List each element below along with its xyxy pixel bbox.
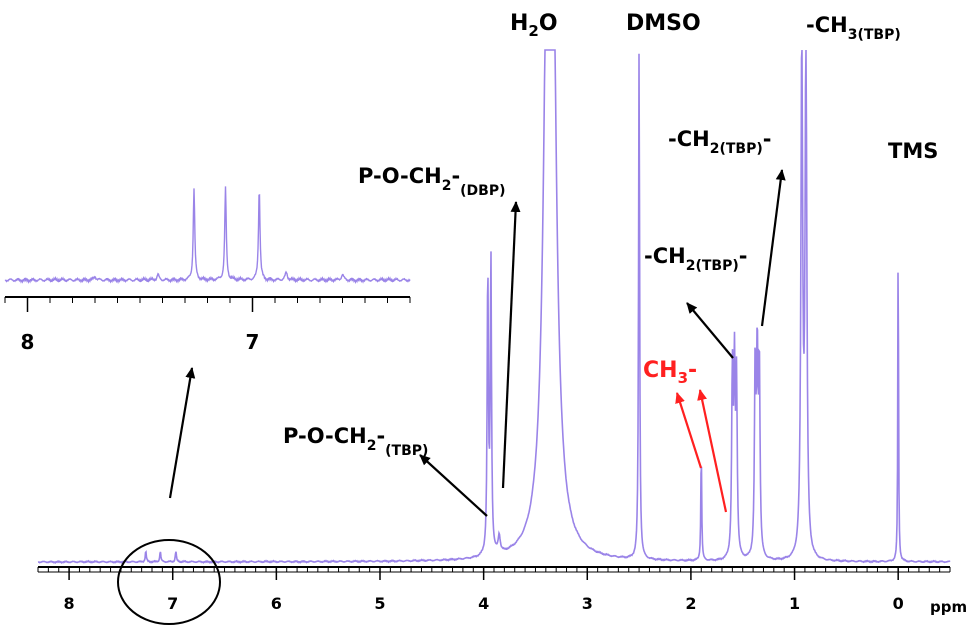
- annotation-arrows: [168, 169, 786, 517]
- arrow-poch2-dbp: [501, 201, 521, 489]
- x-tick-label: 7: [167, 594, 178, 613]
- spectrum-trace: [37, 49, 951, 565]
- x-tick-label: 8: [64, 594, 75, 613]
- x-tick-label: 1: [789, 594, 800, 613]
- label-ch2-tbp-upper: -CH2(TBP)-: [668, 127, 771, 157]
- x-axis-ticks: 8 7 6 5 4 3 2 1 0: [37, 567, 951, 613]
- aromatic-region-ellipse: [117, 539, 221, 625]
- label-h2o: H2O: [510, 11, 558, 40]
- x-tick-label: 0: [893, 594, 904, 613]
- inset-spectrum-trace: [4, 186, 411, 285]
- arrow-ch3-red-1: [675, 392, 703, 469]
- x-tick-label: 6: [271, 594, 282, 613]
- label-dmso: DMSO: [626, 11, 701, 36]
- x-axis-unit-label: ppm: [930, 598, 967, 616]
- arrow-ch2-tbp-lower: [686, 302, 734, 359]
- inset-tick-label: 8: [21, 330, 35, 354]
- x-tick-label: 4: [478, 594, 489, 613]
- arrow-poch2-tbp: [419, 454, 488, 517]
- label-poch2-tbp: P-O-CH2-(TBP): [283, 424, 428, 459]
- arrow-ch2-tbp-upper: [760, 169, 786, 327]
- label-ch2-tbp-lower: -CH2(TBP)-: [644, 244, 747, 274]
- x-tick-label: 5: [374, 594, 385, 613]
- label-ch3-tbp: -CH3(TBP): [806, 13, 901, 43]
- label-ch3-red: CH3-: [643, 358, 697, 387]
- main-plot: 8 7 6 5 4 3 2 1 0 ppm: [37, 49, 967, 616]
- x-tick-label: 3: [582, 594, 593, 613]
- x-tick-label: 2: [685, 594, 696, 613]
- arrow-inset: [168, 367, 196, 499]
- arrow-ch3-red-2: [697, 389, 728, 513]
- inset-tick-label: 7: [246, 330, 260, 354]
- label-tms: TMS: [888, 139, 938, 163]
- label-poch2-dbp: P-O-CH2-(DBP): [358, 164, 506, 199]
- peak-labels: H2O DMSO -CH3(TBP) TMS -CH2(TBP)- -CH2(T…: [283, 11, 938, 459]
